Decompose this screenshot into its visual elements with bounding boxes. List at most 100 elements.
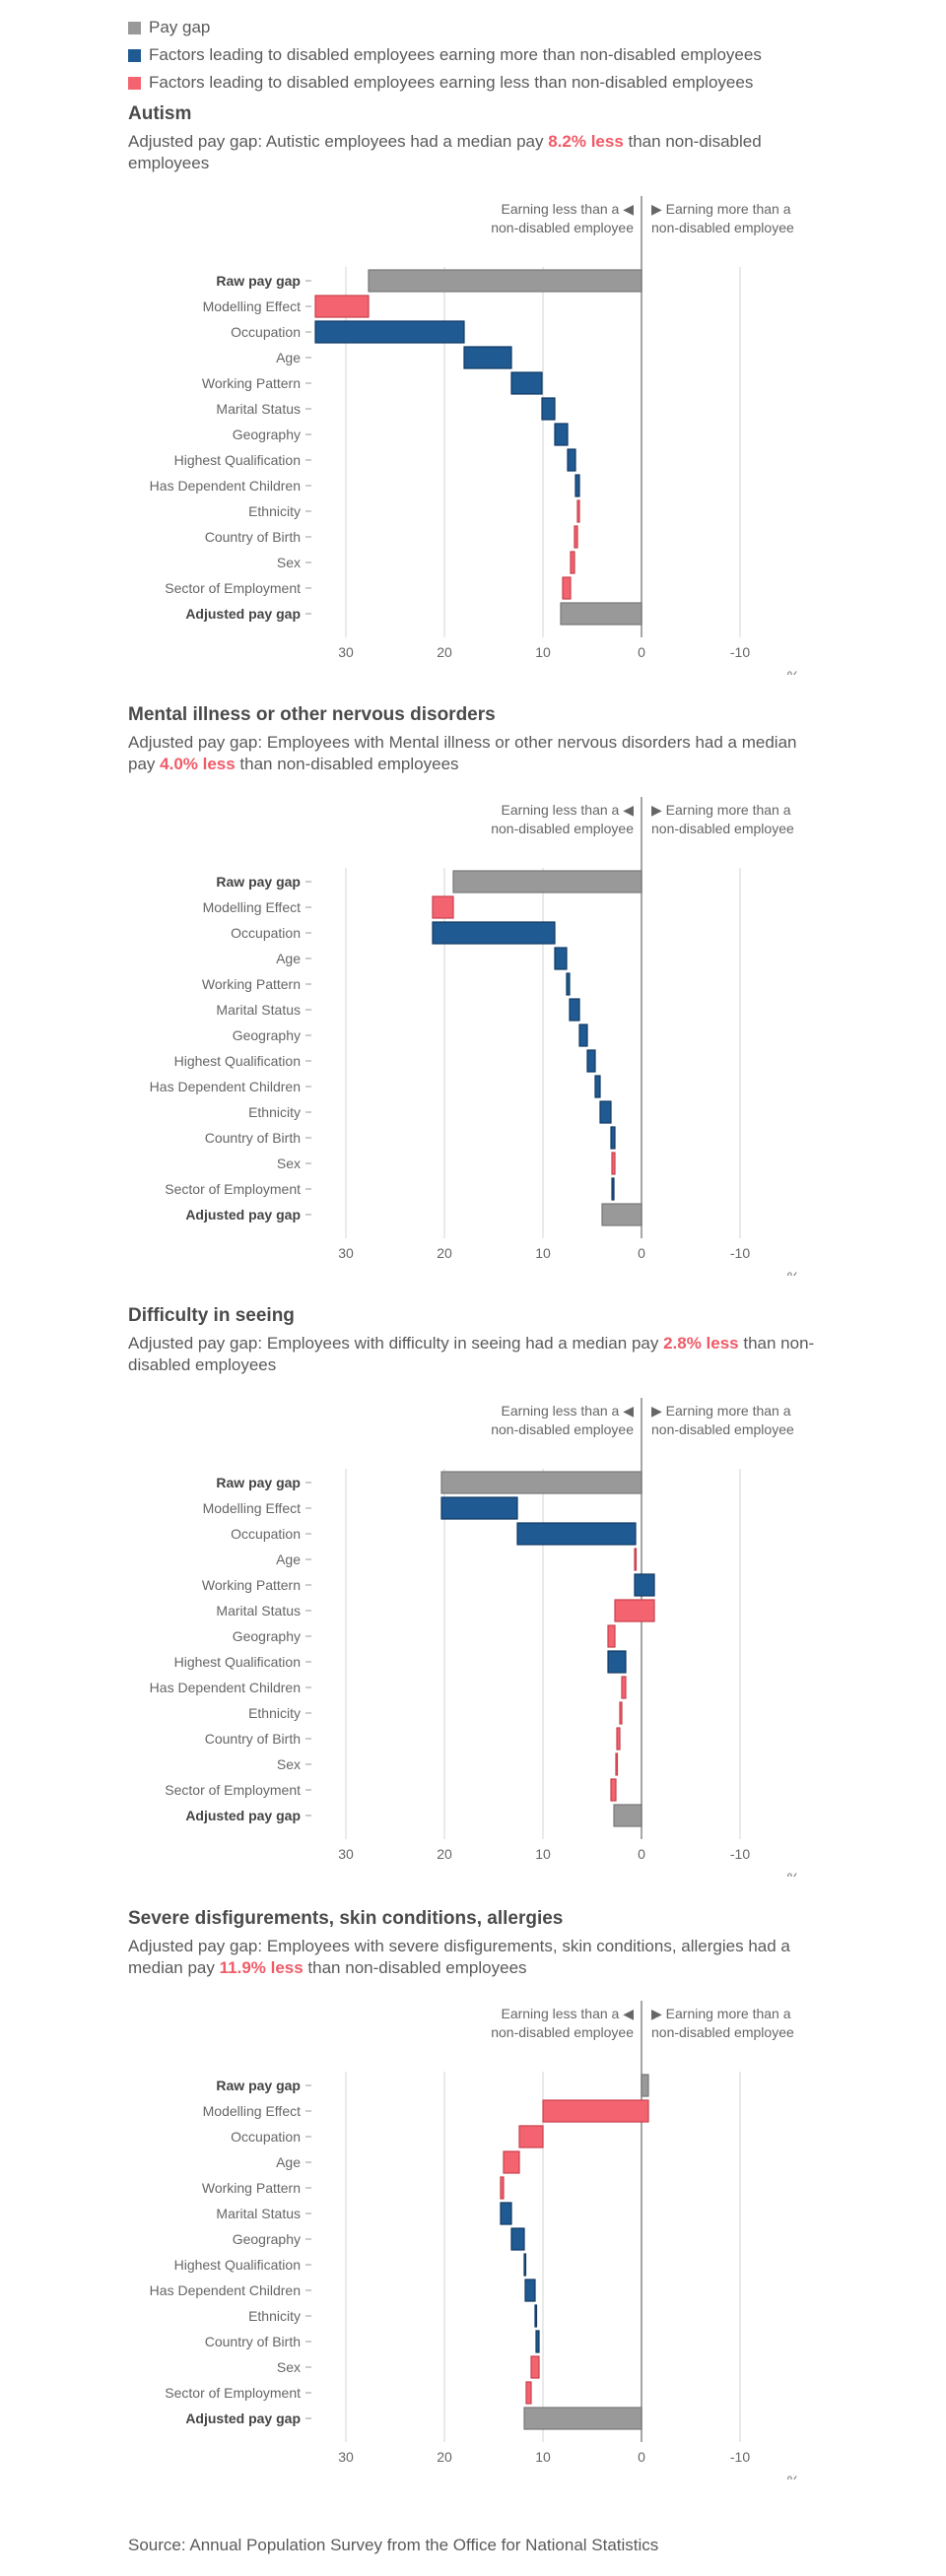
section-title: Severe disfigurements, skin conditions, …	[128, 1908, 564, 1929]
bar-highest-qualification	[523, 2253, 527, 2277]
x-tick-label: 30	[338, 644, 354, 660]
bar-modelling-effect	[440, 1496, 518, 1520]
axis-header-right-line1: ▶ Earning more than a	[651, 2006, 791, 2021]
axis-header-right-line1: ▶ Earning more than a	[651, 802, 791, 818]
x-tick-label: 20	[437, 1245, 452, 1261]
bar-age	[463, 346, 512, 369]
category-label: Country of Birth	[205, 529, 301, 545]
bar-age	[503, 2150, 520, 2174]
category-label: Has Dependent Children	[150, 478, 301, 494]
x-tick-label: 20	[437, 2449, 452, 2465]
axis-header-right-line2: non-disabled employee	[651, 220, 794, 235]
bar-raw-pay-gap	[368, 269, 642, 293]
section-subtitle: Adjusted pay gap: Employees with difficu…	[128, 1333, 818, 1376]
category-label: Sex	[277, 1156, 301, 1171]
bar-sector-of-employment	[562, 576, 572, 600]
bar-working-pattern	[566, 972, 571, 996]
bar-sector-of-employment	[611, 1177, 615, 1201]
waterfall-chart-severe-disfigurements: Earning less than a ◀ non-disabled employ…	[150, 2001, 799, 2479]
x-tick-label: -10	[730, 644, 750, 660]
category-label: Geography	[233, 1027, 301, 1043]
category-label: Age	[276, 951, 301, 966]
x-axis-unit: %	[787, 668, 799, 675]
category-label: Marital Status	[216, 1002, 301, 1018]
category-label: Highest Qualification	[174, 1654, 301, 1670]
x-tick-label: 10	[535, 2449, 551, 2465]
category-label: Adjusted pay gap	[185, 1207, 301, 1222]
axis-header-left-line1: Earning less than a ◀	[501, 802, 634, 818]
category-label: Raw pay gap	[216, 1475, 301, 1490]
section-title: Autism	[128, 103, 192, 124]
bar-occupation	[516, 1522, 637, 1546]
bar-working-pattern	[634, 1573, 655, 1597]
category-label: Has Dependent Children	[150, 2282, 301, 2298]
bar-working-pattern	[500, 2176, 505, 2200]
bar-sector-of-employment	[525, 2381, 532, 2405]
bar-occupation	[518, 2125, 544, 2148]
category-label: Age	[276, 1552, 301, 1567]
bar-geography	[554, 423, 569, 446]
subtitle-highlight: 4.0% less	[160, 755, 236, 773]
bar-ethnicity	[576, 499, 580, 523]
bar-sector-of-employment	[610, 1778, 617, 1802]
bar-modelling-effect	[542, 2099, 649, 2123]
axis-header-left-line2: non-disabled employee	[491, 821, 634, 836]
legend-item-more: Factors leading to disabled employees ea…	[128, 41, 762, 69]
bar-geography	[607, 1624, 616, 1648]
waterfall-chart-difficulty-seeing: Earning less than a ◀ non-disabled employ…	[150, 1398, 799, 1877]
x-tick-label: 20	[437, 644, 452, 660]
subtitle-text-pre: Adjusted pay gap: Employees with severe …	[128, 1937, 790, 1977]
subtitle-text-post: than non-disabled employees	[128, 1334, 815, 1374]
section-subtitle: Adjusted pay gap: Employees with Mental …	[128, 732, 818, 775]
category-label: Working Pattern	[202, 375, 301, 391]
axis-header-left-line1: Earning less than a ◀	[501, 201, 634, 217]
bar-adjusted-pay-gap	[601, 1203, 642, 1226]
category-label: Ethnicity	[248, 1104, 301, 1120]
subtitle-text-pre: Adjusted pay gap: Employees with difficu…	[128, 1334, 664, 1353]
axis-header-left-line1: Earning less than a ◀	[501, 2006, 634, 2021]
bar-marital-status	[614, 1599, 655, 1622]
category-label: Country of Birth	[205, 1130, 301, 1146]
x-tick-label: 0	[638, 1846, 645, 1862]
category-label: Ethnicity	[248, 1705, 301, 1721]
category-label: Has Dependent Children	[150, 1680, 301, 1695]
category-label: Occupation	[231, 925, 301, 941]
bar-raw-pay-gap	[641, 2074, 649, 2097]
bar-country-of-birth	[616, 1727, 621, 1750]
category-label: Occupation	[231, 1526, 301, 1542]
axis-header-right-line1: ▶ Earning more than a	[651, 1403, 791, 1419]
bar-ethnicity	[599, 1100, 612, 1124]
category-label: Working Pattern	[202, 976, 301, 992]
x-tick-label: 0	[638, 644, 645, 660]
category-label: Working Pattern	[202, 2180, 301, 2196]
category-label: Sector of Employment	[165, 1181, 301, 1197]
legend-item-less: Factors leading to disabled employees ea…	[128, 69, 762, 97]
bar-has-dependent-children	[524, 2279, 536, 2302]
category-label: Modelling Effect	[203, 1500, 301, 1516]
bar-marital-status	[541, 397, 556, 421]
bar-modelling-effect	[432, 895, 454, 919]
x-axis-unit: %	[787, 2473, 799, 2479]
category-label: Age	[276, 350, 301, 365]
bar-adjusted-pay-gap	[560, 602, 642, 626]
bar-adjusted-pay-gap	[523, 2407, 642, 2430]
bar-highest-qualification	[567, 448, 576, 472]
subtitle-text-post: than non-disabled employees	[235, 755, 459, 773]
bar-raw-pay-gap	[440, 1471, 642, 1494]
axis-header-right-line2: non-disabled employee	[651, 821, 794, 836]
axis-header-left-line2: non-disabled employee	[491, 2024, 634, 2040]
bar-ethnicity	[619, 1701, 623, 1725]
bar-sex	[570, 551, 575, 574]
category-label: Ethnicity	[248, 503, 301, 519]
bar-working-pattern	[510, 371, 543, 395]
bar-ethnicity	[534, 2304, 538, 2328]
category-label: Adjusted pay gap	[185, 606, 301, 622]
category-label: Raw pay gap	[216, 874, 301, 890]
bar-country-of-birth	[535, 2330, 540, 2353]
subtitle-text-pre: Adjusted pay gap: Employees with Mental …	[128, 733, 797, 773]
bar-country-of-birth	[610, 1126, 616, 1150]
x-tick-label: 10	[535, 1846, 551, 1862]
legend-item-pay-gap: Pay gap	[128, 14, 762, 41]
section-title: Mental illness or other nervous disorder…	[128, 704, 496, 725]
x-tick-label: 0	[638, 1245, 645, 1261]
